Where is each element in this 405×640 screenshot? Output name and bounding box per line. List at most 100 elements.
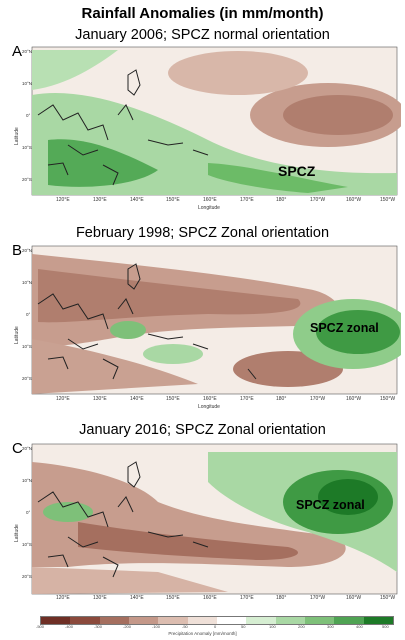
wet-anomaly-core	[208, 163, 348, 193]
lat-tick: 10°S	[22, 145, 32, 150]
lon-tick: 180°	[276, 595, 287, 601]
colorbar-swatch	[216, 617, 247, 624]
lon-tick: 180°	[276, 197, 287, 203]
lon-tick: 150°E	[166, 595, 180, 601]
colorbar-swatch	[363, 617, 393, 624]
colorbar-swatch	[187, 617, 217, 624]
colorbar-swatch	[334, 617, 364, 624]
panel-a-heading: January 2006; SPCZ normal orientation	[75, 27, 330, 43]
panel-b-annotation: SPCZ zonal	[310, 321, 379, 335]
panel-c-letter: C	[12, 440, 23, 457]
lon-tick: 120°E	[56, 595, 70, 601]
dry-anomaly-area	[168, 51, 308, 95]
dry-anomaly-core	[78, 522, 298, 560]
colorbar-tick: 0	[214, 624, 217, 629]
colorbar-swatch	[128, 617, 159, 624]
lon-tick: 150°E	[166, 197, 180, 203]
panel-a-ylabel: Latitude	[14, 127, 20, 145]
lon-tick: 130°E	[93, 197, 107, 203]
wet-anomaly-area	[32, 50, 118, 90]
colorbar-tick: 400	[356, 624, 363, 629]
lat-tick: 10°S	[22, 542, 32, 547]
lon-tick: 170°E	[240, 595, 254, 601]
panel-c-annotation: SPCZ zonal	[296, 498, 365, 512]
lon-tick: 150°E	[166, 396, 180, 402]
colorbar-tick: -200	[123, 624, 132, 629]
lon-tick: 160°E	[203, 197, 217, 203]
panel-a-letter: A	[12, 43, 23, 60]
colorbar-swatch	[70, 617, 100, 624]
lon-tick: 160°W	[346, 595, 362, 601]
lon-tick: 140°E	[130, 197, 144, 203]
lat-tick: 20°S	[22, 376, 32, 381]
wet-anomaly-peak	[318, 479, 378, 515]
colorbar-tick: 500	[382, 624, 389, 629]
figure-title: Rainfall Anomalies (in mm/month)	[81, 5, 324, 22]
lon-tick: 120°E	[56, 197, 70, 203]
lat-tick: 0°	[26, 312, 31, 317]
coastline	[127, 263, 141, 290]
panel-b: B SPCZ zonal Latitude Longitude 120°E 13…	[8, 242, 401, 414]
lon-tick: 160°E	[203, 595, 217, 601]
lat-tick: 10°N	[22, 280, 33, 285]
lon-tick: 130°E	[93, 396, 107, 402]
lat-tick: 0°	[26, 113, 31, 118]
coastline	[37, 104, 209, 186]
panel-c-map	[31, 443, 398, 595]
wet-anomaly-area	[110, 321, 146, 339]
lat-tick: 20°S	[22, 574, 32, 579]
colorbar-swatch	[304, 617, 335, 624]
coastline	[127, 461, 141, 488]
lon-tick: 180°	[276, 396, 287, 402]
colorbar-tick: 200	[298, 624, 305, 629]
colorbar-swatch	[246, 617, 276, 624]
lat-tick: 20°N	[22, 446, 33, 451]
lon-tick: 140°E	[130, 595, 144, 601]
panel-b-ylabel: Latitude	[14, 326, 20, 344]
wet-anomaly-area	[143, 344, 203, 364]
panel-c: C SPCZ zonal Latitude 120°E 130°E 140°E …	[8, 440, 401, 612]
panel-c-ylabel: Latitude	[14, 524, 20, 542]
lon-tick: 160°W	[346, 396, 362, 402]
colorbar-tick: -500	[36, 624, 45, 629]
colorbar-tick: -50	[182, 624, 188, 629]
lon-tick: 170°E	[240, 197, 254, 203]
colorbar	[40, 616, 394, 625]
panel-a-annotation: SPCZ	[278, 163, 316, 179]
lat-tick: 10°S	[22, 344, 32, 349]
dry-anomaly-core	[283, 95, 393, 135]
lat-tick: 20°N	[22, 248, 33, 253]
colorbar-tick: -100	[152, 624, 161, 629]
colorbar-title: Precipitation Anomaly [mm/month]	[168, 631, 237, 636]
panel-a-xlabel: Longitude	[198, 205, 220, 211]
lon-tick: 150°W	[380, 396, 396, 402]
dry-anomaly-area	[32, 339, 198, 394]
lat-tick: 10°N	[22, 81, 33, 86]
lon-tick: 170°W	[310, 396, 326, 402]
lat-tick: 0°	[26, 510, 31, 515]
colorbar-swatch	[275, 617, 305, 624]
colorbar-tick: 100	[269, 624, 276, 629]
lon-tick: 150°W	[380, 197, 396, 203]
lon-tick: 140°E	[130, 396, 144, 402]
colorbar-tick: 50	[241, 624, 246, 629]
lon-tick: 170°E	[240, 396, 254, 402]
lat-tick: 20°N	[22, 49, 33, 54]
colorbar-swatch	[41, 617, 71, 624]
coastline	[127, 69, 141, 96]
lon-tick: 160°E	[203, 396, 217, 402]
wet-anomaly-area	[43, 502, 93, 522]
coastline	[37, 293, 257, 380]
colorbar-swatch	[158, 617, 188, 624]
lon-tick: 160°W	[346, 197, 362, 203]
panel-b-letter: B	[12, 242, 23, 259]
wet-anomaly-core	[48, 139, 158, 187]
lon-tick: 130°E	[93, 595, 107, 601]
lat-tick: 10°N	[22, 478, 33, 483]
panel-b-map	[31, 245, 401, 395]
lon-tick: 170°W	[310, 595, 326, 601]
colorbar-tick: 300	[327, 624, 334, 629]
colorbar-tick: -300	[94, 624, 103, 629]
lat-tick: 20°S	[22, 177, 32, 182]
panel-a: A SPCZ Latitude Longitude 120°E 130°E 14…	[8, 43, 401, 215]
